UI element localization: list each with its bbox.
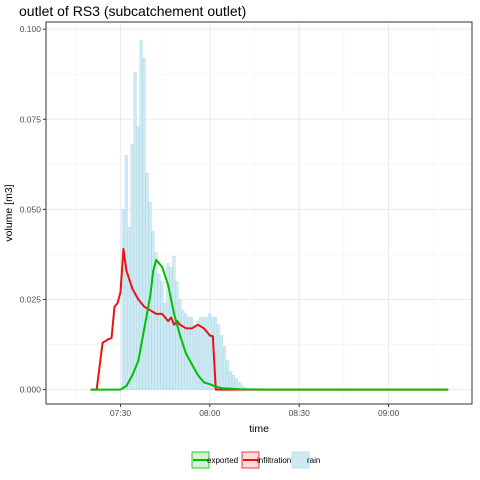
rain-bar <box>208 313 212 390</box>
y-tick-label: 0.025 <box>20 294 42 304</box>
legend-item-infiltration: infiltration <box>241 451 291 469</box>
rain-bar <box>187 317 191 390</box>
legend: exported infiltration rain <box>191 451 320 469</box>
x-tick-label: 08:00 <box>199 408 221 418</box>
y-tick-label: 0.100 <box>20 24 42 34</box>
rain-bar <box>127 227 131 390</box>
y-axis: 0.000 0.025 0.050 0.075 0.100 <box>20 24 46 395</box>
x-tick-label: 09:00 <box>378 408 400 418</box>
infiltration-line <box>90 248 449 391</box>
panel-border <box>45 21 473 405</box>
rain-bar <box>169 266 173 390</box>
x-axis-title: time <box>249 423 269 435</box>
legend-item-rain: rain <box>291 451 320 469</box>
x-tick-label: 08:30 <box>289 408 311 418</box>
rain-bar <box>205 317 209 390</box>
rain-bar <box>166 263 170 390</box>
x-tick-label: 07:30 <box>110 408 132 418</box>
y-tick-label: 0.050 <box>20 204 42 214</box>
series-lines <box>90 248 449 391</box>
y-axis-title: volume [m3] <box>3 184 15 241</box>
rain-bar <box>157 274 161 390</box>
rain-bar <box>202 317 206 390</box>
rain-bar <box>223 346 227 390</box>
rain-bar <box>193 324 197 390</box>
chart-title: outlet of RS3 (subcatchement outlet) <box>19 3 247 19</box>
legend-label-rain: rain <box>307 456 320 465</box>
rain-bar <box>178 299 182 390</box>
rain-bar <box>160 281 164 390</box>
rain-bar <box>217 324 221 390</box>
y-tick-label: 0.075 <box>20 114 42 124</box>
legend-key-rain <box>291 451 310 469</box>
rain-bar <box>181 310 185 390</box>
y-tick-label: 0.000 <box>20 385 42 395</box>
legend-label-exported: exported <box>207 456 238 465</box>
legend-item-exported: exported <box>191 451 238 469</box>
rain-bar <box>190 317 194 390</box>
rain-bar <box>196 320 200 390</box>
rain-bar <box>175 281 179 390</box>
rain-bar <box>142 57 146 390</box>
rain-bar <box>234 378 238 390</box>
exported-line <box>90 258 449 391</box>
rain-bar <box>199 317 203 390</box>
legend-label-infiltration: infiltration <box>257 456 291 465</box>
rain-bar <box>220 335 224 390</box>
rain-bar <box>229 371 232 390</box>
rain-bar <box>130 144 134 390</box>
rain-bar <box>145 173 149 390</box>
rain-bar <box>139 39 143 390</box>
rain-bar <box>133 72 137 390</box>
rain-bar <box>121 209 125 390</box>
rain-bar <box>226 360 230 390</box>
rain-bars <box>121 39 247 390</box>
grid <box>46 22 472 404</box>
rain-bar <box>154 252 158 390</box>
rain-bar <box>163 302 167 390</box>
rain-bar <box>231 374 235 390</box>
rain-bar <box>136 126 140 390</box>
x-axis: 07:30 08:00 08:30 09:00 <box>110 404 400 418</box>
